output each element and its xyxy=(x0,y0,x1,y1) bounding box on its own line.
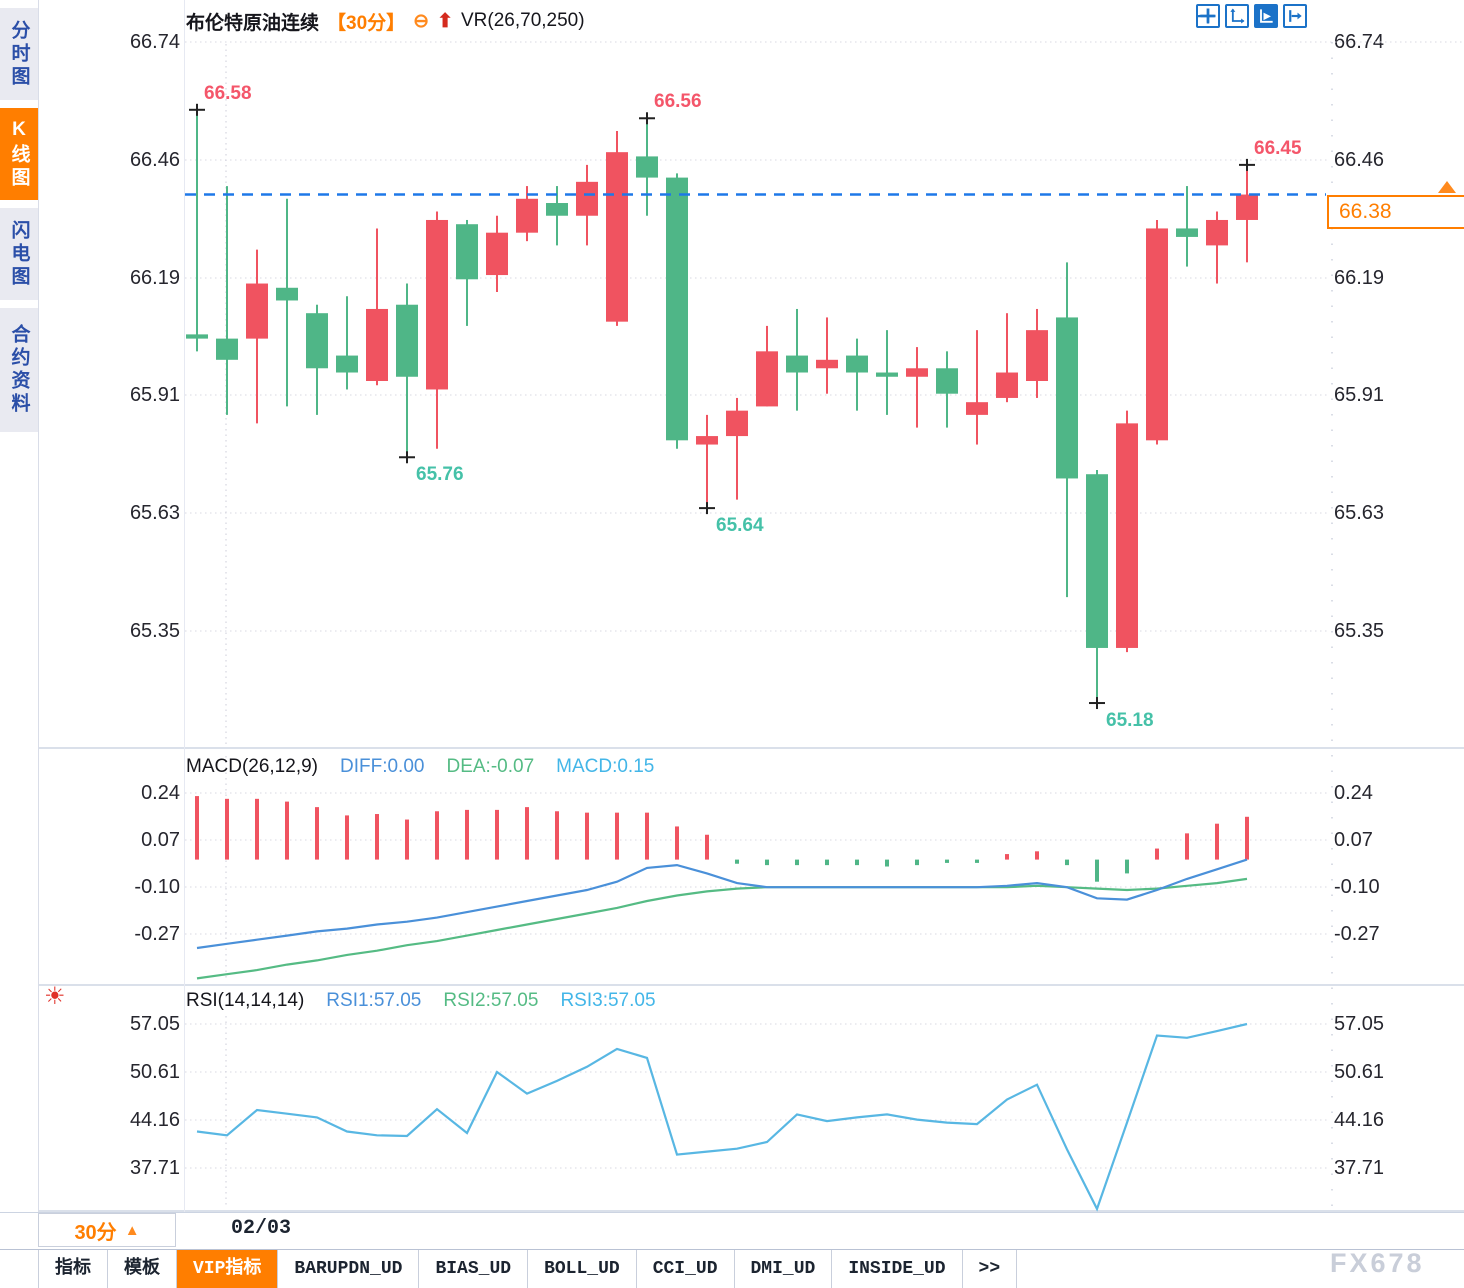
period-badge[interactable]: 【30分】 xyxy=(327,12,406,34)
sidebar-item-time-chart[interactable]: 分时图 xyxy=(0,8,38,100)
rsi1-value: RSI1:57.05 xyxy=(326,990,422,1011)
axis-tick-label: 0.24 xyxy=(141,782,180,804)
chart-toolbar xyxy=(1196,4,1307,28)
tab-boll[interactable]: BOLL_UD xyxy=(528,1250,637,1288)
axis-tick-label: 50.61 xyxy=(129,1061,180,1083)
axis-tick-label: 65.63 xyxy=(1334,502,1385,524)
price-extreme-label: 66.45 xyxy=(1254,137,1302,159)
divider xyxy=(0,1212,1464,1213)
axis-tick-label: 44.16 xyxy=(1334,1109,1385,1131)
macd-dea-value: DEA:-0.07 xyxy=(446,756,535,777)
axis-tick-label: 66.74 xyxy=(129,31,180,53)
tab-vip-indicator[interactable]: VIP指标 xyxy=(177,1250,279,1288)
period-selector-label: 30分 xyxy=(74,1221,117,1244)
current-price-tag: 66.38 xyxy=(1327,195,1464,229)
macd-header: MACD(26,12,9) DIFF:0.00 DEA:-0.07 MACD:0… xyxy=(186,756,654,778)
vr-indicator-label: VR(26,70,250) xyxy=(461,10,585,31)
axis-tick-label: -0.10 xyxy=(134,876,180,898)
axis-tick-label: 50.61 xyxy=(1334,1061,1385,1083)
axis-tick-label: -0.10 xyxy=(1334,876,1380,898)
rsi-title[interactable]: RSI(14,14,14) xyxy=(186,990,305,1011)
pan-right-icon[interactable] xyxy=(1283,4,1307,28)
price-extreme-label: 66.58 xyxy=(204,82,252,104)
axis-tick-label: 66.74 xyxy=(1334,31,1385,53)
macd-title[interactable]: MACD(26,12,9) xyxy=(186,756,318,777)
axis-tick-label: 0.07 xyxy=(1334,829,1373,851)
watermark: FX678 xyxy=(1330,1248,1425,1278)
sidebar-item-contract-info[interactable]: 合约资料 xyxy=(0,308,38,432)
axis-tick-label: 0.07 xyxy=(141,829,180,851)
axis-tick-label: 66.46 xyxy=(1334,149,1385,171)
axis-tick-label: -0.27 xyxy=(1334,923,1380,945)
axis-tick-label: 37.71 xyxy=(129,1157,180,1179)
axis-tick-label: 65.35 xyxy=(129,620,180,642)
axis-tick-label: 57.05 xyxy=(1334,1013,1385,1035)
bottom-tabs-bar: 指标 模板 VIP指标 BARUPDN_UD BIAS_UD BOLL_UD CCI_UD D… xyxy=(0,1249,1464,1288)
axis-tick-label: 66.19 xyxy=(1334,267,1385,289)
axis-pointer-icon[interactable] xyxy=(1254,4,1278,28)
price-extreme-label: 65.18 xyxy=(1106,710,1154,732)
axis-tick-label: 66.19 xyxy=(129,267,180,289)
price-extreme-label: 66.56 xyxy=(654,91,702,113)
axis-tick-label: 57.05 xyxy=(129,1013,180,1035)
tab-template[interactable]: 模板 xyxy=(108,1250,177,1288)
axis-scale-icon[interactable] xyxy=(1225,4,1249,28)
tab-inside[interactable]: INSIDE_UD xyxy=(832,1250,963,1288)
tab-indicator[interactable]: 指标 xyxy=(38,1250,108,1288)
axis-tick-label: 65.91 xyxy=(1334,384,1385,406)
crosshair-move-icon[interactable] xyxy=(1196,4,1220,28)
axis-tick-label: 37.71 xyxy=(1334,1157,1385,1179)
axis-tick-label: 65.35 xyxy=(1334,620,1385,642)
axis-tick-label: 66.46 xyxy=(129,149,180,171)
axis-tick-label: -0.27 xyxy=(134,923,180,945)
macd-diff-value: DIFF:0.00 xyxy=(340,756,425,777)
tab-barupdn[interactable]: BARUPDN_UD xyxy=(278,1250,420,1288)
price-extreme-label: 65.64 xyxy=(716,515,764,537)
sun-icon[interactable]: ☀ xyxy=(44,983,66,1010)
tab-dmi[interactable]: DMI_UD xyxy=(735,1250,833,1288)
sidebar-item-kline-chart[interactable]: K线图 xyxy=(0,108,38,200)
up-arrow-icon: ⬆ xyxy=(437,10,453,32)
rsi2-value: RSI2:57.05 xyxy=(443,990,539,1011)
date-label: 02/03 xyxy=(231,1217,292,1240)
rsi-header: RSI(14,14,14) RSI1:57.05 RSI2:57.05 RSI3… xyxy=(186,990,656,1012)
plot-left-border xyxy=(184,0,185,1212)
tab-bias[interactable]: BIAS_UD xyxy=(419,1250,529,1288)
rsi3-value: RSI3:57.05 xyxy=(560,990,656,1011)
axis-tick-label: 44.16 xyxy=(129,1109,180,1131)
circle-minus-icon[interactable]: ⊖ xyxy=(413,10,430,32)
axis-tick-label: 0.24 xyxy=(1334,782,1373,804)
period-selector[interactable]: 30分 ▲ xyxy=(38,1213,176,1247)
price-up-triangle-icon xyxy=(1438,181,1456,193)
triangle-up-icon: ▲ xyxy=(124,1221,140,1239)
tab-cci[interactable]: CCI_UD xyxy=(637,1250,735,1288)
axis-tick-label: 65.63 xyxy=(129,502,180,524)
symbol-title: 布伦特原油连续 xyxy=(186,12,320,34)
price-extreme-label: 65.76 xyxy=(416,464,464,486)
sidebar: 分时图 K线图闪电图合约资料 xyxy=(0,0,39,1212)
sidebar-item-flash-chart[interactable]: 闪电图 xyxy=(0,208,38,300)
axis-tick-label: 65.91 xyxy=(129,384,180,406)
macd-value: MACD:0.15 xyxy=(556,756,655,777)
chart-header: 布伦特原油连续 【30分】 ⊖ ⬆ VR(26,70,250) xyxy=(186,8,585,34)
tab-more[interactable]: >> xyxy=(963,1250,1018,1288)
